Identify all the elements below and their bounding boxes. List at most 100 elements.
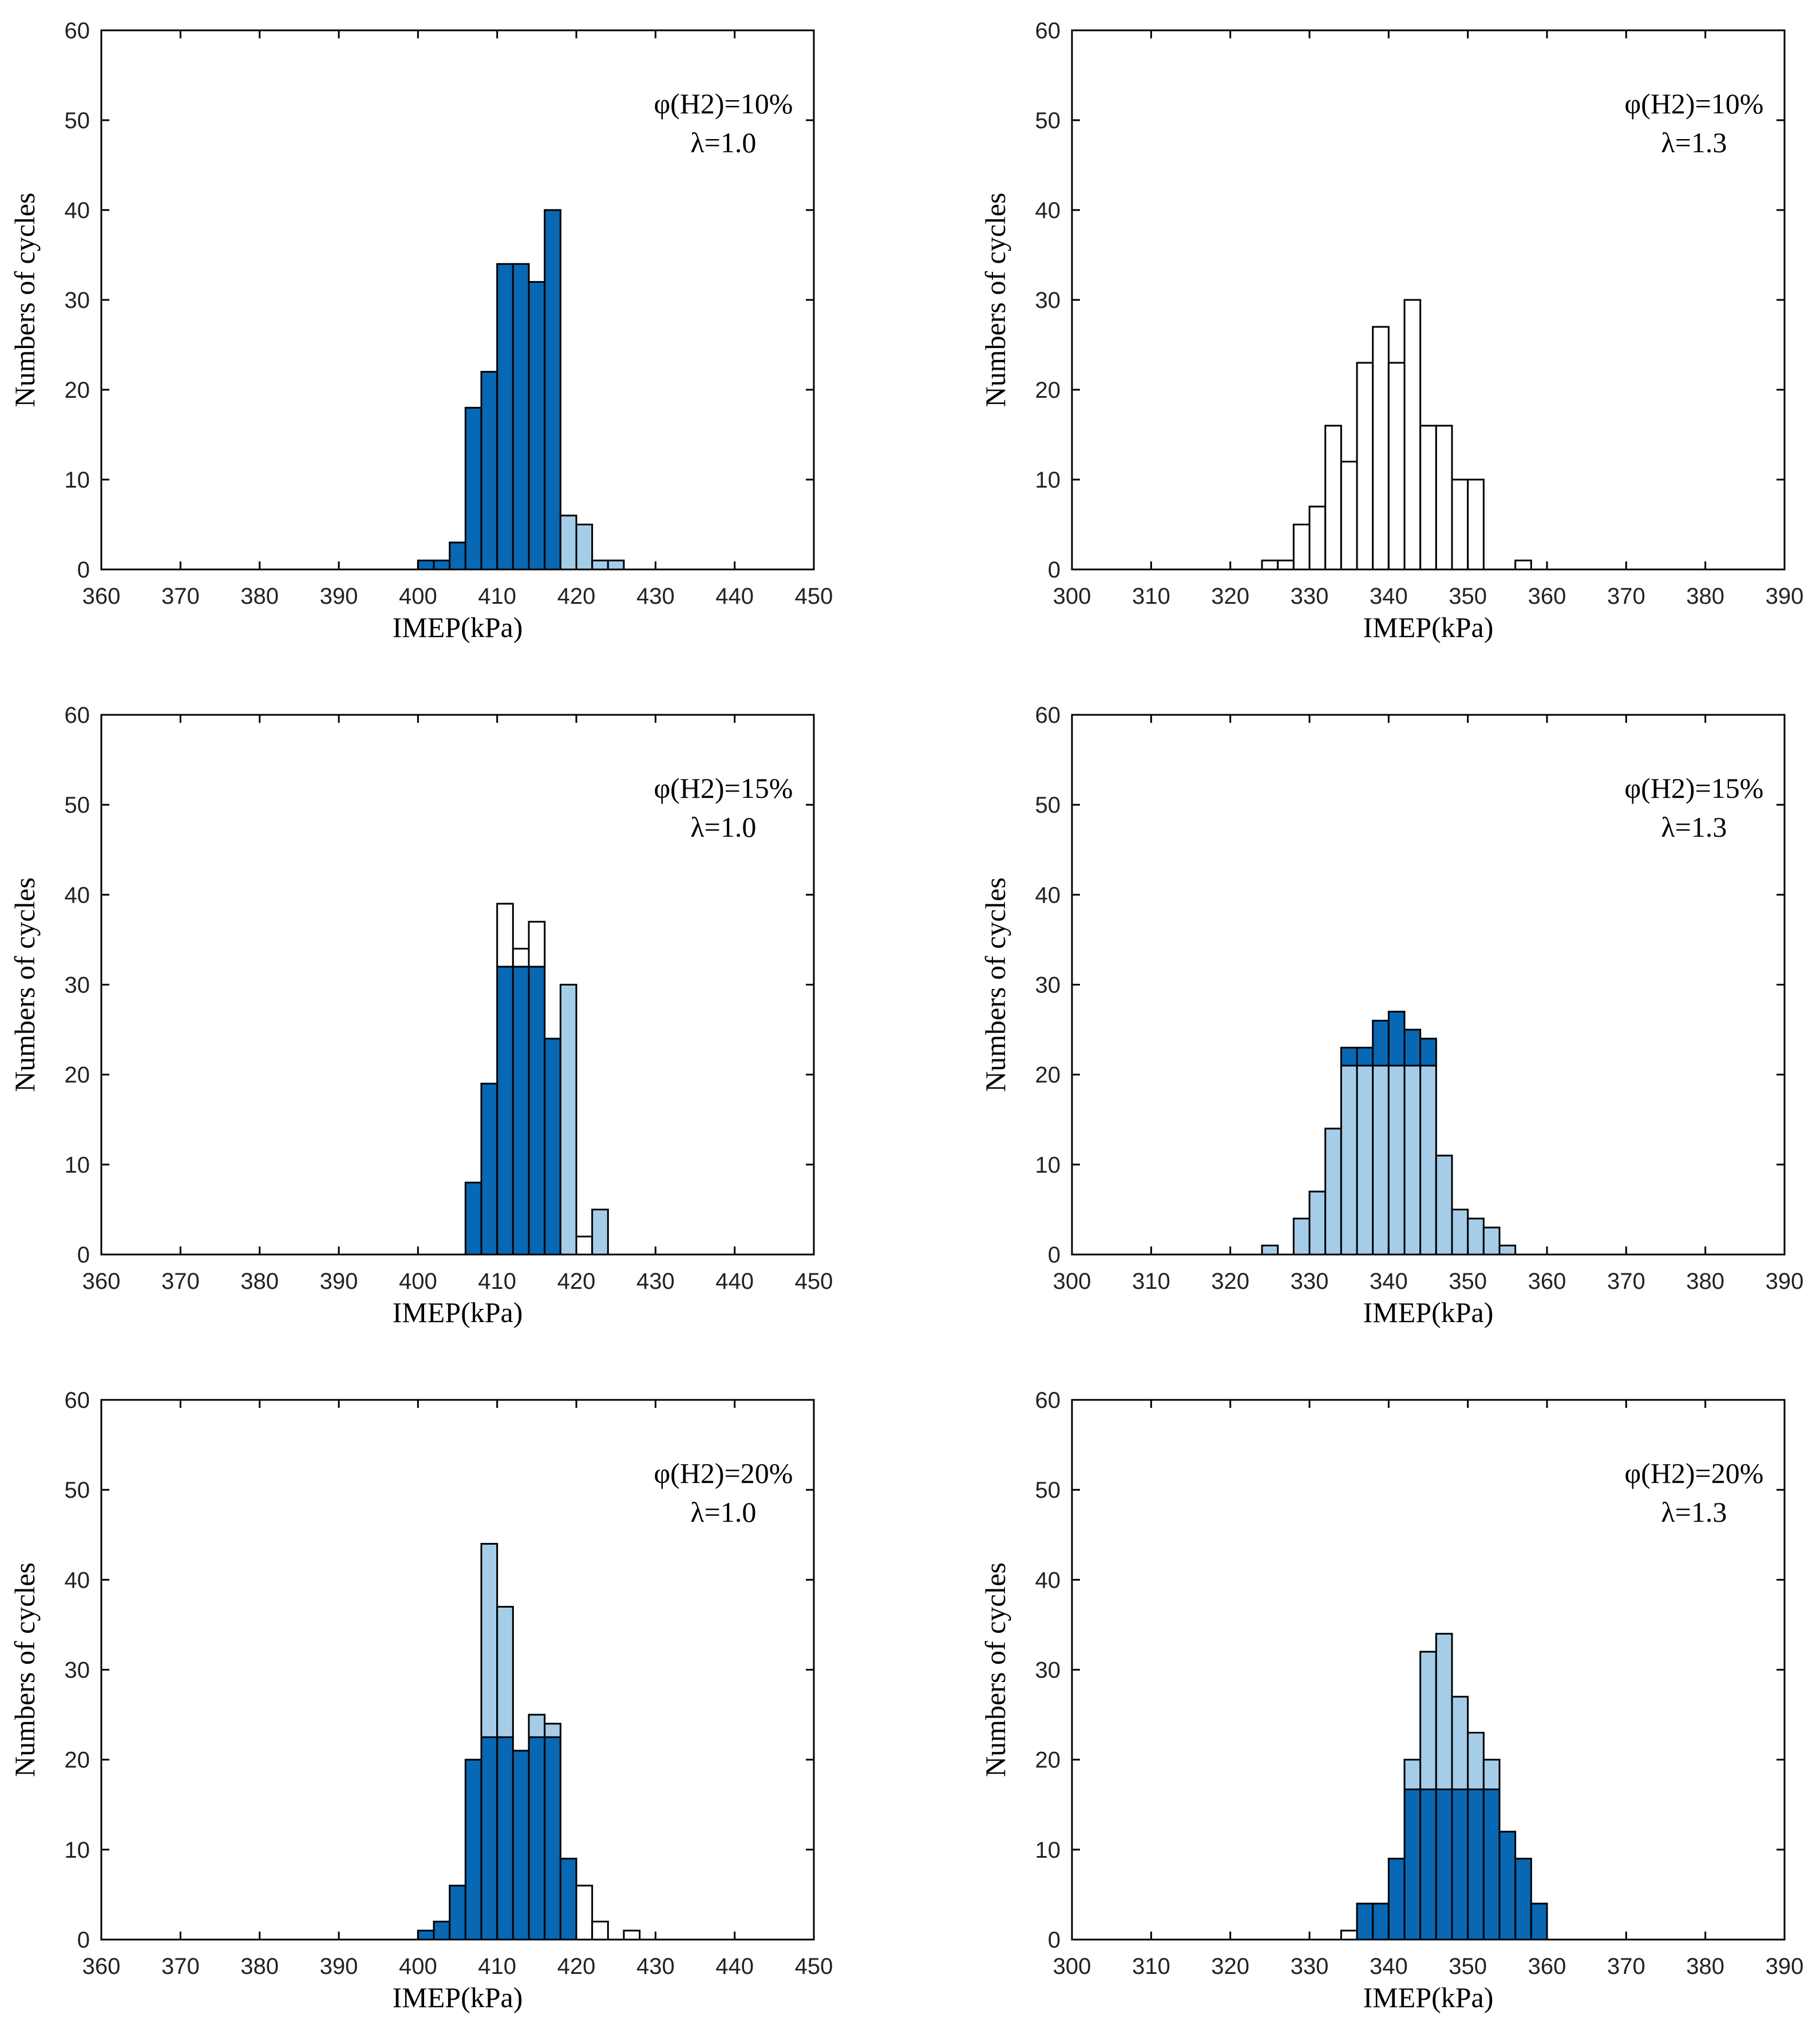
x-tick-label: 440	[715, 1269, 754, 1294]
x-tick-label: 320	[1211, 1269, 1249, 1294]
x-tick-label: 330	[1291, 1954, 1329, 1979]
x-tick-label: 310	[1132, 584, 1170, 609]
annotation-h2-fraction: φ(H2)=10%	[1624, 88, 1763, 120]
x-tick-label: 420	[557, 1269, 596, 1294]
x-tick-label: 360	[82, 584, 121, 609]
annotation-lambda: λ=1.3	[1661, 126, 1727, 159]
histogram-bar	[1356, 1064, 1374, 1256]
histogram-panel-4: 300 310 320 330 340 350 360 370 380 390 0 10 20 30 40 5…	[979, 703, 1803, 1328]
x-tick-label: 380	[1686, 1269, 1724, 1294]
histogram-bar	[1292, 524, 1311, 571]
histogram-bar	[1451, 1696, 1469, 1791]
histogram-bar	[1292, 1217, 1311, 1256]
y-tick-label: 0	[1048, 557, 1061, 583]
histogram-bar	[607, 559, 625, 571]
histogram-bar	[1530, 1902, 1548, 1941]
histogram-bar	[496, 1605, 514, 1738]
histogram-bar	[1482, 1788, 1501, 1941]
histogram-bar	[1467, 1732, 1485, 1791]
y-tick-label: 30	[65, 1658, 90, 1683]
histogram-bar	[1387, 362, 1406, 571]
y-tick-label: 0	[1048, 1928, 1061, 1953]
histogram-bar	[1419, 1651, 1437, 1791]
histogram-bar	[544, 1038, 561, 1256]
histogram-bar	[1372, 1902, 1390, 1941]
y-tick-label: 60	[1035, 1388, 1061, 1413]
x-tick-label: 450	[795, 1269, 833, 1294]
histogram-bar	[464, 1759, 482, 1941]
y-tick-label: 50	[1035, 793, 1061, 818]
histogram-bar	[1340, 461, 1358, 571]
histogram-bar	[496, 1736, 514, 1941]
x-tick-label: 300	[1053, 1269, 1091, 1294]
histogram-bar	[464, 1181, 482, 1256]
y-tick-label: 10	[1035, 468, 1061, 493]
histogram-bar	[1403, 299, 1422, 571]
y-tick-label: 60	[1035, 18, 1061, 43]
histogram-bar	[544, 209, 561, 571]
annotation-lambda: λ=1.3	[1661, 811, 1727, 843]
x-tick-label: 310	[1132, 1269, 1170, 1294]
histogram-bar	[496, 263, 514, 571]
histogram-bar	[528, 965, 546, 1256]
histogram-panel-2: 300 310 320 330 340 350 360 370 380 390 0 10 20 30 40 5…	[979, 18, 1803, 643]
histogram-bar	[464, 406, 482, 571]
histogram-bar	[480, 1736, 498, 1941]
histogram-bar	[1387, 1064, 1406, 1256]
histogram-bar	[1419, 1788, 1437, 1941]
histogram-bar	[1451, 1208, 1469, 1256]
y-axis-label: Numbers of cycles	[9, 193, 41, 407]
x-tick-label: 420	[557, 584, 596, 609]
histogram-bar	[1435, 1788, 1453, 1941]
histogram-bar	[1498, 1244, 1517, 1256]
histogram-bar	[1498, 1830, 1517, 1941]
y-tick-label: 10	[1035, 1838, 1061, 1863]
histogram-bar	[1372, 326, 1390, 571]
y-tick-label: 50	[65, 108, 90, 133]
x-tick-label: 370	[161, 1954, 200, 1979]
histogram-bar	[544, 1723, 561, 1738]
x-tick-label: 420	[557, 1954, 596, 1979]
histogram-bar	[512, 965, 530, 1256]
histogram-bar	[1482, 1226, 1501, 1256]
x-tick-label: 390	[320, 1269, 358, 1294]
histogram-bar	[1324, 1127, 1342, 1256]
y-tick-label: 20	[65, 1748, 90, 1773]
histogram-bar	[433, 559, 451, 571]
x-tick-label: 370	[161, 584, 200, 609]
y-tick-label: 40	[65, 883, 90, 908]
x-tick-label: 340	[1370, 584, 1408, 609]
histogram-bar	[559, 1858, 577, 1941]
x-tick-label: 350	[1449, 1269, 1487, 1294]
histogram-bar	[496, 965, 514, 1256]
y-tick-label: 30	[65, 973, 90, 998]
y-tick-label: 50	[65, 1478, 90, 1503]
histogram-panel-5: 360 370 380 390 400 410 420 430 440 450 0 10 20 30 40 5…	[9, 1388, 833, 2013]
histogram-bar	[1372, 1019, 1390, 1067]
histogram-bar	[1451, 478, 1469, 571]
histogram-bar	[496, 903, 514, 968]
y-tick-label: 30	[65, 288, 90, 313]
histogram-bar	[1356, 362, 1374, 571]
x-axis-label: IMEP(kPa)	[393, 611, 523, 643]
histogram-bar	[1467, 1788, 1485, 1941]
y-tick-label: 60	[65, 1388, 90, 1413]
annotation-h2-fraction: φ(H2)=15%	[654, 772, 793, 804]
x-axis-label: IMEP(kPa)	[393, 1296, 523, 1328]
histogram-bar	[512, 263, 530, 571]
histogram-bar	[480, 1542, 498, 1738]
histogram-panel-3: 360 370 380 390 400 410 420 430 440 450 0 10 20 30 40 5…	[9, 703, 833, 1328]
y-tick-label: 30	[1035, 973, 1061, 998]
histogram-bar	[1419, 425, 1437, 571]
histogram-bar	[1372, 1064, 1390, 1256]
x-tick-label: 430	[636, 584, 675, 609]
x-axis-label: IMEP(kPa)	[1363, 1981, 1494, 2013]
histogram-bar	[528, 1736, 546, 1941]
x-tick-label: 360	[1528, 1269, 1566, 1294]
x-tick-label: 360	[82, 1269, 121, 1294]
y-tick-label: 40	[65, 1568, 90, 1593]
histogram-bar	[1403, 1788, 1422, 1941]
x-tick-label: 450	[795, 1954, 833, 1979]
y-tick-label: 20	[1035, 1748, 1061, 1773]
